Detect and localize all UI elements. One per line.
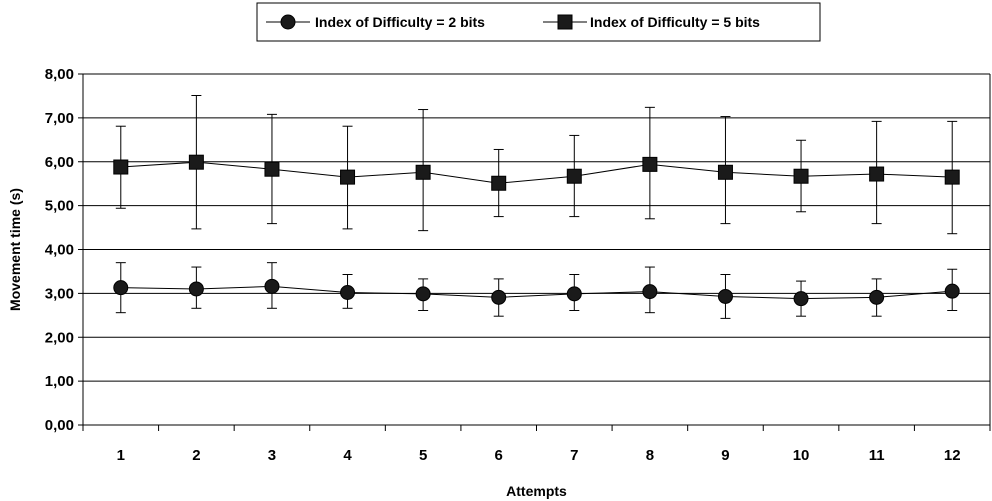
gridlines — [83, 73, 990, 426]
y-tick-label: 5,00 — [45, 198, 74, 215]
data-point — [869, 289, 885, 305]
legend: Index of Difficulty = 2 bits Index of Dif… — [256, 2, 821, 42]
data-point — [113, 280, 129, 296]
data-point — [793, 291, 809, 307]
x-tick-label: 3 — [268, 447, 276, 464]
x-tick-label: 2 — [192, 447, 200, 464]
data-point — [491, 289, 507, 305]
data-point — [491, 175, 507, 191]
series-line — [120, 161, 953, 184]
data-point — [264, 278, 280, 294]
data-point — [188, 281, 204, 297]
data-point — [642, 284, 658, 300]
x-tick-label: 4 — [343, 447, 352, 464]
data-point — [566, 286, 582, 302]
series-2 — [113, 94, 960, 235]
y-tick-label: 6,00 — [45, 154, 74, 171]
x-tick-label: 10 — [793, 447, 810, 464]
axes: 0,001,002,003,004,005,006,007,008,001 2 3 4… — [45, 66, 991, 464]
x-tick-label: 7 — [570, 447, 578, 464]
x-tick-label: 1 — [117, 447, 125, 464]
data-point — [717, 288, 733, 304]
y-tick-label: 4,00 — [45, 242, 74, 259]
x-tick-label: 8 — [646, 447, 654, 464]
legend-entry-2: Index of Difficulty = 5 bits — [543, 14, 760, 30]
data-point — [188, 154, 204, 170]
series-group — [113, 94, 960, 319]
x-tick-label: 6 — [495, 447, 503, 464]
y-tick-label: 0,00 — [45, 417, 74, 434]
y-tick-label: 2,00 — [45, 329, 74, 346]
data-point — [717, 164, 733, 180]
legend-marker — [280, 14, 296, 30]
legend-entry-1: Index of Difficulty = 2 bits — [266, 14, 485, 30]
series-line — [120, 285, 953, 300]
y-axis-title: Movement time (s) — [7, 188, 23, 311]
legend-box — [256, 2, 821, 42]
data-point — [869, 166, 885, 182]
legend-label: Index of Difficulty = 2 bits — [315, 14, 485, 30]
legend-marker — [557, 14, 573, 30]
series-1 — [113, 262, 960, 319]
y-tick-label: 8,00 — [45, 66, 74, 83]
data-point — [944, 169, 960, 185]
y-tick-label: 3,00 — [45, 285, 74, 302]
data-point — [113, 159, 129, 175]
x-tick-label: 12 — [944, 447, 961, 464]
x-tick-label: 11 — [869, 447, 885, 464]
data-point — [642, 156, 658, 172]
y-tick-label: 1,00 — [45, 373, 74, 390]
data-point — [944, 283, 960, 299]
data-point — [415, 164, 431, 180]
data-point — [415, 286, 431, 302]
data-point — [340, 284, 356, 300]
legend-label: Index of Difficulty = 5 bits — [590, 14, 760, 30]
data-point — [340, 169, 356, 185]
data-point — [793, 168, 809, 184]
x-tick-label: 5 — [419, 447, 427, 464]
x-axis-title: Attempts — [506, 483, 567, 499]
data-point — [566, 168, 582, 184]
y-tick-label: 7,00 — [45, 110, 74, 127]
data-point — [264, 161, 280, 177]
x-tick-label: 9 — [721, 447, 729, 464]
